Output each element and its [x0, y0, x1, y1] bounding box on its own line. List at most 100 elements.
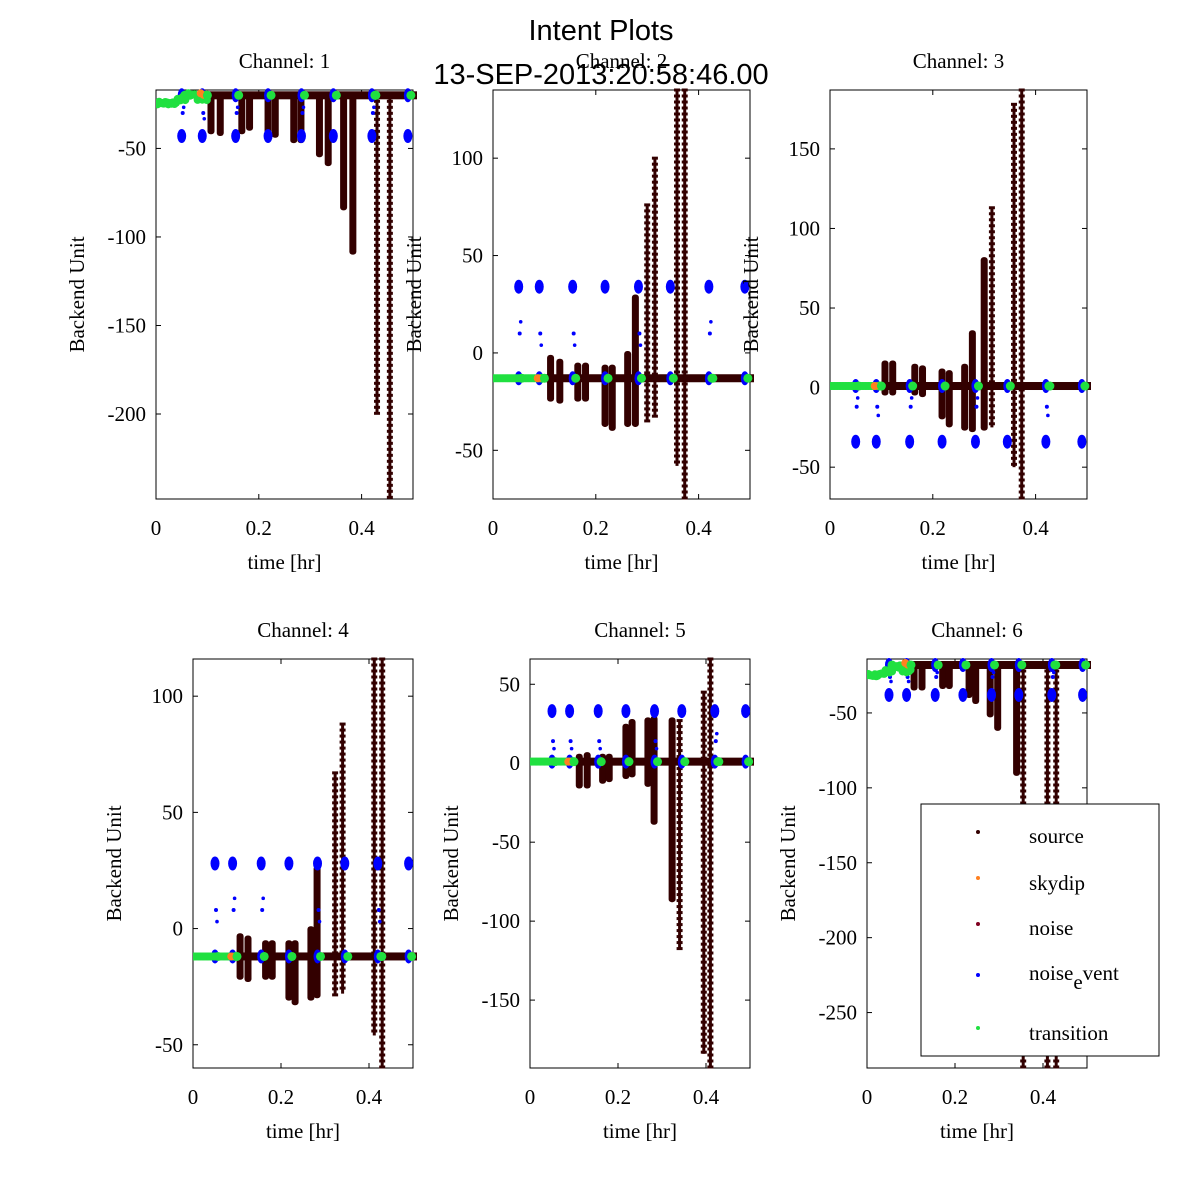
data-marks	[830, 88, 1091, 500]
source-spike-core	[702, 692, 706, 1054]
panel-title: Channel: 6	[931, 618, 1023, 642]
panel-title: Channel: 4	[257, 618, 349, 642]
source-spike	[582, 362, 590, 402]
noise-event-cluster	[593, 704, 603, 719]
noise-event-point	[990, 674, 995, 679]
noise-event-point	[539, 343, 544, 347]
transition-point	[708, 373, 718, 383]
noise-event-cluster	[665, 279, 675, 294]
noise-event-cluster	[740, 279, 750, 294]
data-marks	[156, 88, 417, 499]
transition-point	[377, 951, 387, 961]
noise-event-point	[260, 907, 265, 912]
source-spike-core	[1012, 104, 1016, 468]
source-spike	[313, 865, 321, 999]
y-tick-label: 100	[452, 146, 484, 170]
noise-event-cluster	[367, 129, 377, 144]
source-spike	[268, 940, 276, 980]
transition-point	[624, 757, 634, 767]
noise-event-point	[855, 396, 860, 400]
transition-point	[316, 951, 326, 961]
y-axis-label: Backend Unit	[402, 236, 426, 352]
noise-event-cluster	[704, 279, 714, 294]
legend-marker-source	[976, 830, 980, 834]
noise-event-cluster	[313, 856, 323, 871]
noise-event-point	[235, 105, 240, 110]
noise-event-cluster	[568, 279, 578, 294]
noise-event-point	[713, 739, 718, 744]
legend-label-skydip: skydip	[1029, 871, 1085, 895]
transition-point	[603, 373, 613, 383]
noise-event-point	[854, 404, 859, 409]
x-tick-label: 0.2	[942, 1085, 968, 1109]
noise-event-cluster	[534, 279, 544, 294]
source-spike	[244, 935, 252, 983]
source-spike-core	[678, 720, 682, 950]
source-spike	[938, 368, 946, 420]
x-tick-label: 0.4	[1022, 516, 1049, 540]
y-tick-label: -100	[108, 225, 147, 249]
source-spike-core	[708, 659, 712, 1068]
noise-event-cluster	[1077, 434, 1087, 449]
noise-event-point	[301, 105, 306, 110]
noise-event-point	[709, 319, 713, 324]
noise-event-cluster	[884, 687, 894, 702]
y-tick-label: 50	[162, 800, 183, 824]
noise-event-point	[906, 679, 911, 684]
source-spike-core	[388, 95, 392, 499]
figure-subtitle: 13-SEP-2013:20:58:46.00	[433, 59, 768, 91]
noise-event-point	[875, 404, 880, 409]
transition-point	[940, 381, 950, 391]
noise-event-point	[707, 331, 712, 336]
noise-event-point	[572, 343, 577, 347]
transition-point	[343, 951, 353, 961]
y-tick-label: 50	[462, 244, 483, 268]
noise-event-point	[181, 105, 186, 110]
source-spike	[945, 370, 953, 428]
transition-point	[331, 90, 341, 100]
plot-area-frame	[492, 89, 751, 500]
noise-event-cluster	[710, 704, 720, 719]
x-tick-label: 0	[151, 516, 162, 540]
noise-event-cluster	[600, 279, 610, 294]
noise-event-cluster	[871, 434, 881, 449]
x-axis-label: time [hr]	[247, 550, 321, 574]
noise-event-point	[568, 739, 573, 744]
y-tick-label: -100	[482, 909, 521, 933]
source-spike-core	[675, 90, 679, 466]
noise-event-point	[552, 746, 556, 751]
noise-event-cluster	[987, 687, 997, 702]
y-tick-label: -150	[819, 851, 858, 875]
noise-event-point	[215, 919, 219, 924]
noise-event-point	[376, 907, 381, 912]
noise-event-point	[1044, 404, 1049, 409]
noise-event-point	[231, 907, 236, 912]
noise-event-point	[261, 896, 266, 901]
data-marks	[493, 88, 754, 500]
noise-event-point	[317, 919, 322, 924]
noise-event-point	[889, 679, 893, 684]
source-baseline	[574, 757, 754, 766]
source-baseline	[237, 952, 417, 961]
transition-point	[1080, 381, 1090, 391]
source-spike	[547, 354, 555, 402]
noise-event-cluster	[1047, 687, 1057, 702]
y-axis-label: Backend Unit	[102, 805, 126, 921]
transition-point	[636, 373, 646, 383]
y-tick-label: -50	[492, 830, 520, 854]
noise-event-cluster	[970, 434, 980, 449]
noise-event-cluster	[1041, 434, 1051, 449]
y-tick-label: -200	[819, 926, 858, 950]
panel-channel-2: Channel: 2 0 0.2 0.4 100 50 0 -50 time [hr] Backe…	[402, 49, 754, 574]
transition-point	[299, 90, 309, 100]
source-spike	[556, 358, 564, 404]
noise-event-cluster	[905, 434, 915, 449]
source-spike	[939, 664, 947, 689]
noise-event-cluster	[677, 704, 687, 719]
legend-label-noise: noise	[1029, 916, 1073, 940]
noise-event-point	[1050, 674, 1055, 679]
noise-event-cluster	[404, 856, 414, 871]
legend-entry-noise: noise	[976, 916, 1073, 940]
y-axis-label: Backend Unit	[439, 805, 463, 921]
noise-event-point	[876, 413, 881, 418]
